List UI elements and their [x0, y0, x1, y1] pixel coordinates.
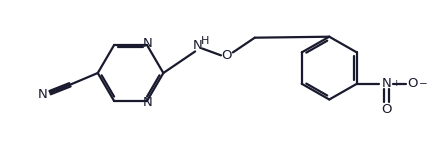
Text: O: O	[407, 77, 418, 90]
Text: O: O	[222, 49, 232, 62]
Text: +: +	[391, 79, 399, 88]
Text: N: N	[38, 88, 48, 101]
Text: N: N	[382, 77, 391, 90]
Text: N: N	[193, 39, 203, 52]
Text: O: O	[381, 103, 392, 116]
Text: N: N	[143, 37, 153, 50]
Text: −: −	[418, 79, 427, 89]
Text: N: N	[143, 96, 153, 108]
Text: H: H	[201, 36, 209, 46]
